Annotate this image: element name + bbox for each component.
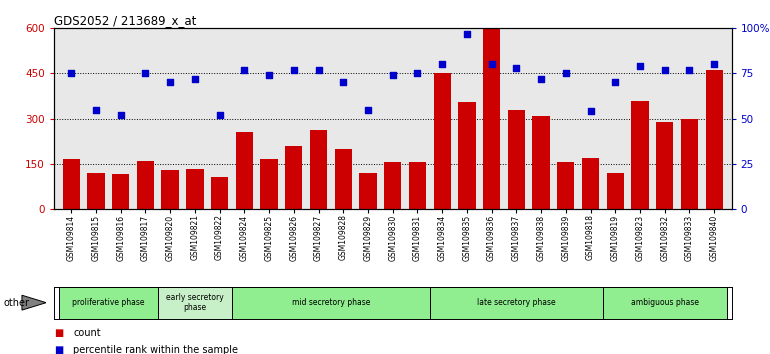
Bar xyxy=(186,169,203,209)
Point xyxy=(313,67,325,73)
Point xyxy=(213,112,226,118)
Bar xyxy=(59,287,158,319)
Bar xyxy=(532,115,550,209)
Point xyxy=(658,67,671,73)
Bar xyxy=(62,159,80,209)
Bar xyxy=(705,70,723,209)
Bar xyxy=(384,162,401,209)
Text: ■: ■ xyxy=(54,328,63,338)
Bar xyxy=(158,287,232,319)
Bar xyxy=(430,287,603,319)
Bar xyxy=(232,287,430,319)
Bar xyxy=(557,162,574,209)
Text: GDS2052 / 213689_x_at: GDS2052 / 213689_x_at xyxy=(54,14,196,27)
Point xyxy=(288,67,300,73)
Bar xyxy=(458,102,476,209)
Text: ambiguous phase: ambiguous phase xyxy=(631,298,698,307)
Bar xyxy=(260,159,278,209)
Text: ■: ■ xyxy=(54,346,63,354)
Point xyxy=(511,65,523,71)
Bar xyxy=(483,28,501,209)
Text: other: other xyxy=(4,298,30,308)
Bar xyxy=(87,173,105,209)
Point xyxy=(708,62,721,67)
Bar xyxy=(631,101,648,209)
Bar xyxy=(310,130,327,209)
Bar xyxy=(603,287,727,319)
Point xyxy=(90,107,102,113)
Point xyxy=(436,62,448,67)
Bar xyxy=(681,119,698,209)
Point xyxy=(115,112,127,118)
Bar xyxy=(285,146,303,209)
Point xyxy=(411,70,424,76)
Bar xyxy=(409,162,426,209)
Bar xyxy=(335,149,352,209)
Bar xyxy=(582,158,599,209)
Point xyxy=(65,70,77,76)
Bar xyxy=(607,173,624,209)
Bar xyxy=(112,174,129,209)
Bar xyxy=(434,73,450,209)
Point xyxy=(164,80,176,85)
Bar xyxy=(137,161,154,209)
Point xyxy=(560,70,572,76)
Bar xyxy=(360,173,377,209)
Point xyxy=(460,31,473,36)
Text: late secretory phase: late secretory phase xyxy=(477,298,556,307)
Text: count: count xyxy=(73,328,101,338)
Point xyxy=(634,63,646,69)
Bar xyxy=(211,177,228,209)
Polygon shape xyxy=(22,295,46,310)
Text: percentile rank within the sample: percentile rank within the sample xyxy=(73,346,238,354)
Point xyxy=(238,67,250,73)
Point xyxy=(485,62,497,67)
Bar xyxy=(162,170,179,209)
Point xyxy=(535,76,547,82)
Point xyxy=(362,107,374,113)
Bar xyxy=(236,132,253,209)
Point xyxy=(263,73,275,78)
Bar xyxy=(656,122,674,209)
Text: mid secretory phase: mid secretory phase xyxy=(292,298,370,307)
Point xyxy=(189,76,201,82)
Text: proliferative phase: proliferative phase xyxy=(72,298,145,307)
Point xyxy=(387,73,399,78)
Bar xyxy=(507,110,525,209)
Point xyxy=(337,80,350,85)
Text: early secretory
phase: early secretory phase xyxy=(166,293,224,312)
Point xyxy=(609,80,621,85)
Point xyxy=(139,70,152,76)
Point xyxy=(683,67,695,73)
Point xyxy=(584,109,597,114)
